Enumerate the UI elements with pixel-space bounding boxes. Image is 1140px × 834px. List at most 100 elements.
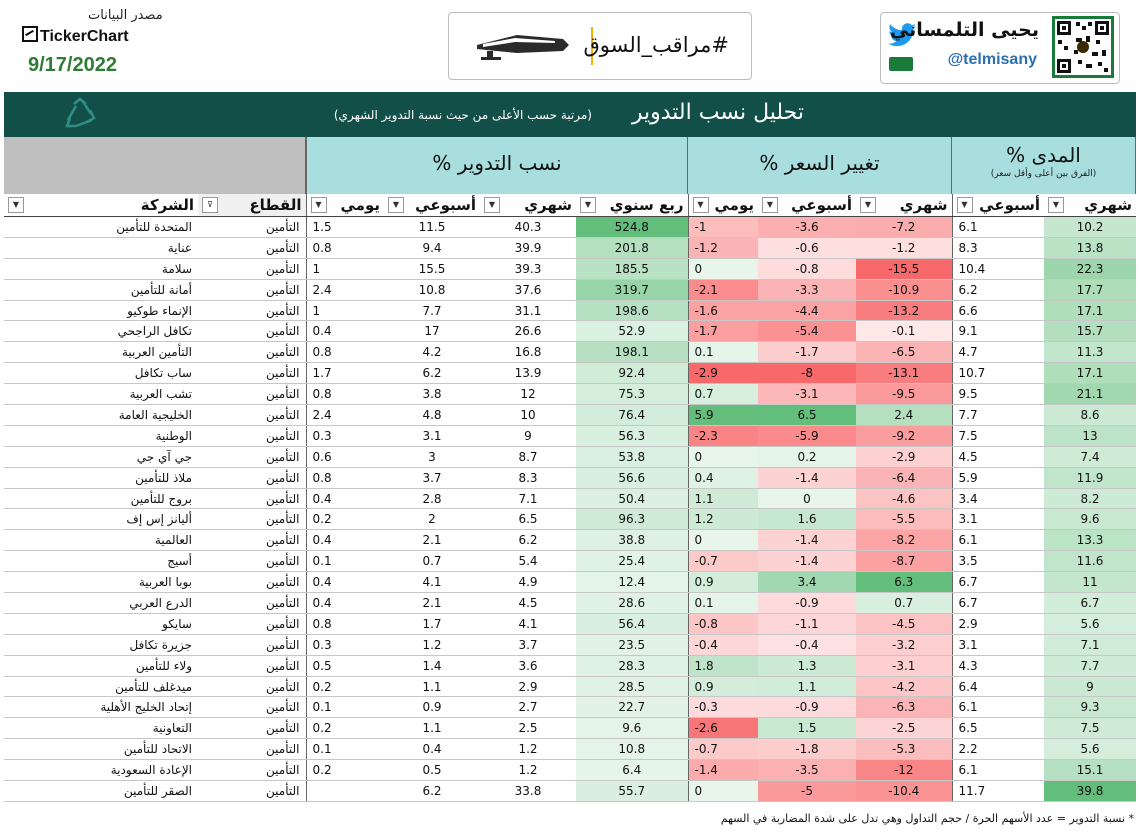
cell-range-weekly: 6.6 — [951, 300, 1044, 322]
cell-range-monthly: 9 — [1044, 676, 1136, 698]
cell-sector: التأمين — [198, 341, 306, 364]
cell-range-weekly: 2.2 — [951, 738, 1044, 761]
cell-sector: التأمين — [198, 258, 306, 280]
cell-turnover-weekly: 3.8 — [384, 383, 480, 406]
cell-price-daily: -2.1 — [687, 279, 758, 301]
filter-dropdown-icon[interactable]: ▼ — [580, 197, 596, 213]
cell-turnover-daily: 0.4 — [305, 571, 384, 594]
filter-dropdown-icon[interactable]: ▼ — [860, 197, 876, 213]
cell-turnover-daily: 0.8 — [305, 613, 384, 635]
tickerchart-icon — [22, 26, 38, 42]
cell-price-monthly: -3.2 — [856, 634, 952, 656]
cell-turnover-daily: 0.8 — [305, 383, 384, 406]
cell-turnover-quarterly: 50.4 — [576, 488, 688, 510]
filter-dropdown-icon[interactable]: ▼ — [388, 197, 404, 213]
qr-code-icon — [1052, 16, 1114, 78]
table-row: الصقر للتأمين التأمين 6.2 33.8 55.7 0 -5 -10.4 1… — [4, 780, 1136, 802]
cell-turnover-monthly: 31.1 — [480, 300, 576, 322]
cell-range-monthly: 13.8 — [1044, 237, 1136, 259]
cell-turnover-weekly: 0.4 — [384, 738, 480, 761]
cell-range-weekly: 3.5 — [951, 550, 1044, 573]
group-turnover-title: نسب التدوير % — [432, 151, 562, 175]
filter-dropdown-icon[interactable]: ▼ — [8, 197, 24, 213]
group-turnover: نسب التدوير % — [306, 137, 688, 194]
cell-turnover-monthly: 4.9 — [480, 571, 576, 594]
col-price-daily[interactable]: يومي ▼ — [687, 194, 758, 217]
cell-range-monthly: 8.6 — [1044, 404, 1136, 426]
table-row: الإعادة السعودية التأمين 0.2 0.5 1.2 6.4 -1.4-… — [4, 759, 1136, 782]
cell-turnover-quarterly: 92.4 — [576, 362, 688, 385]
cell-turnover-monthly: 10 — [480, 404, 576, 426]
cell-turnover-quarterly: 198.6 — [576, 300, 688, 322]
cell-range-monthly: 11.3 — [1044, 341, 1136, 364]
cell-turnover-quarterly: 9.6 — [576, 717, 688, 740]
saudi-flag-icon — [889, 57, 913, 71]
filter-dropdown-icon[interactable]: ▼ — [762, 197, 778, 213]
cell-turnover-daily: 0.4 — [305, 592, 384, 614]
cell-turnover-daily: 0.1 — [305, 738, 384, 761]
recycle-icon — [65, 97, 96, 128]
cell-sector: التأمين — [198, 446, 306, 468]
cell-range-monthly: 21.1 — [1044, 383, 1136, 406]
cell-turnover-daily: 1.5 — [305, 216, 384, 238]
col-company[interactable]: الشركة ▼ — [4, 194, 198, 217]
cell-range-monthly: 7.5 — [1044, 717, 1136, 740]
cell-price-daily: -0.4 — [687, 634, 758, 656]
cell-company: العالمية — [4, 529, 198, 552]
cell-range-weekly: 4.7 — [951, 341, 1044, 364]
cell-range-weekly: 6.1 — [951, 696, 1044, 719]
cell-turnover-weekly: 2.1 — [384, 592, 480, 614]
col-range-monthly[interactable]: شهري ▼ — [1044, 194, 1136, 217]
filter-dropdown-icon[interactable]: ▼ — [484, 197, 500, 213]
cell-turnover-monthly: 5.4 — [480, 550, 576, 573]
group-header-row: نسب التدوير % تغيير السعر % المدى % (الف… — [4, 137, 1136, 194]
cell-turnover-quarterly: 23.5 — [576, 634, 688, 656]
filter-dropdown-icon[interactable]: ▼ — [1048, 197, 1064, 213]
hashtag-text: #مراقب_السوق — [583, 33, 729, 57]
filter-dropdown-icon[interactable]: ▼ — [692, 197, 709, 213]
table-row: سلامة التأمين 1 15.5 39.3 185.5 0 -0.8 -15.5 10.4… — [4, 258, 1136, 280]
col-price-monthly[interactable]: شهري ▼ — [856, 194, 952, 217]
filter-active-icon[interactable]: ⊽ — [202, 197, 218, 213]
cell-turnover-quarterly: 185.5 — [576, 258, 688, 280]
col-turnover-daily[interactable]: يومي ▼ — [305, 194, 384, 217]
col-range-weekly[interactable]: أسبوعي ▼ — [951, 194, 1044, 217]
cell-turnover-quarterly: 22.7 — [576, 696, 688, 719]
cell-range-monthly: 7.7 — [1044, 655, 1136, 677]
cell-range-monthly: 15.1 — [1044, 759, 1136, 782]
col-price-weekly[interactable]: أسبوعي ▼ — [758, 194, 856, 217]
filter-dropdown-icon[interactable]: ▼ — [310, 197, 327, 213]
col-turnover-quarterly[interactable]: ربع سنوي ▼ — [576, 194, 688, 217]
cell-range-monthly: 10.2 — [1044, 216, 1136, 238]
cell-price-weekly: 0 — [758, 488, 856, 510]
cell-price-daily: -1.6 — [687, 300, 758, 322]
col-turnover-monthly[interactable]: شهري ▼ — [480, 194, 576, 217]
cell-sector: التأمين — [198, 780, 306, 802]
cell-turnover-monthly: 2.9 — [480, 676, 576, 698]
cell-sector: التأمين — [198, 508, 306, 531]
cell-turnover-daily: 0.8 — [305, 341, 384, 364]
cell-turnover-monthly: 40.3 — [480, 216, 576, 238]
cell-range-weekly: 8.3 — [951, 237, 1044, 259]
cell-company: المتحدة للتأمين — [4, 216, 198, 238]
cell-sector: التأمين — [198, 383, 306, 406]
cell-company: الإعادة السعودية — [4, 759, 198, 782]
cell-turnover-monthly: 3.6 — [480, 655, 576, 677]
cell-turnover-monthly: 39.3 — [480, 258, 576, 280]
cell-company: التأمين العربية — [4, 341, 198, 364]
cell-price-monthly: -13.1 — [856, 362, 952, 385]
cell-company: الإنماء طوكيو — [4, 300, 198, 322]
cell-range-weekly: 10.7 — [951, 362, 1044, 385]
cell-company: بوبا العربية — [4, 571, 198, 594]
cell-price-monthly: -0.1 — [856, 320, 952, 343]
table-row: بروج للتأمين التأمين 0.4 2.8 7.1 50.4 1.1 0 -4.6… — [4, 488, 1136, 510]
cell-range-monthly: 11 — [1044, 571, 1136, 594]
cell-turnover-weekly: 0.5 — [384, 759, 480, 782]
filter-dropdown-icon[interactable]: ▼ — [956, 197, 973, 213]
col-turnover-weekly[interactable]: أسبوعي ▼ — [384, 194, 480, 217]
page-header: مصدر البيانات TickerChart 9/17/2022 #مرا… — [0, 0, 1140, 90]
cell-company: الاتحاد للتأمين — [4, 738, 198, 761]
cell-turnover-daily: 0.2 — [305, 508, 384, 531]
cell-price-weekly: -0.9 — [758, 592, 856, 614]
col-sector[interactable]: القطاع ⊽ — [198, 194, 306, 217]
